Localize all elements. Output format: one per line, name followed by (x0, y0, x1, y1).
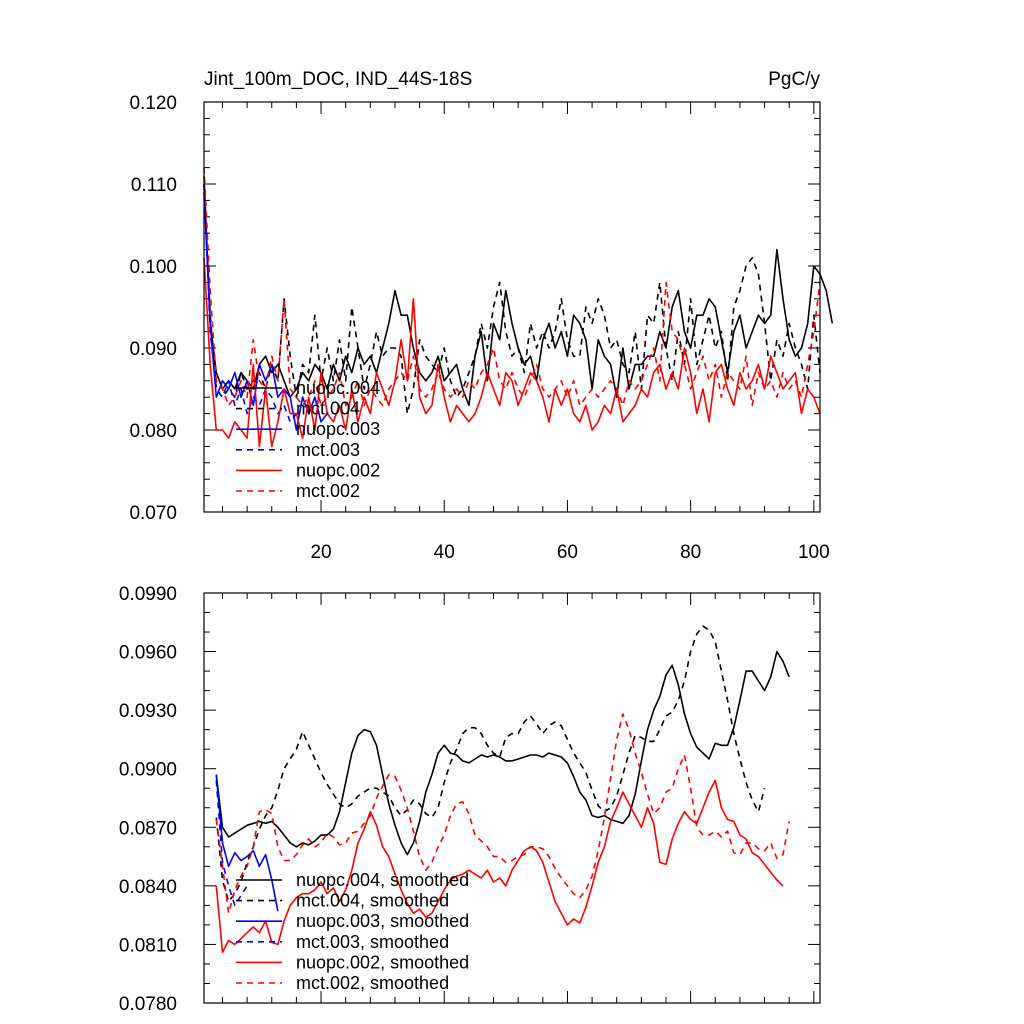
series-line (203, 175, 834, 407)
legend-label: mct.003, smoothed (296, 932, 449, 952)
bottom-y-tick-labels: 0.0780 0.0810 0.0840 0.0870 0.0900 0.0930 0.09… (119, 584, 177, 1015)
legend-label: mct.002 (296, 481, 360, 501)
y-tick-label: 0.0960 (119, 643, 177, 664)
legend-label: nuopc.002 (296, 460, 380, 480)
series-line (215, 625, 766, 903)
top-x-tick-labels: 20 40 60 80 100 (310, 542, 829, 563)
y-tick-label: 0.0990 (119, 584, 177, 605)
units-label: PgC/y (768, 69, 820, 90)
legend-label: nuopc.002, smoothed (296, 952, 469, 972)
series-line (215, 779, 784, 954)
series-line (203, 183, 821, 415)
y-tick-label: 0.0870 (119, 818, 177, 839)
y-tick-label: 0.0900 (119, 760, 177, 781)
legend-label: mct.003 (296, 440, 360, 460)
y-tick-label: 0.120 (129, 93, 177, 114)
y-tick-label: 0.080 (129, 421, 177, 442)
legend-label: nuopc.003 (296, 419, 380, 439)
y-tick-label: 0.090 (129, 339, 177, 360)
x-tick-label: 60 (557, 542, 578, 563)
bottom-gridticks (204, 592, 820, 1004)
y-tick-label: 0.0840 (119, 877, 177, 898)
chart-title: Jint_100m_DOC, IND_44S-18S (204, 69, 472, 90)
x-tick-label: 20 (310, 542, 331, 563)
legend-label: nuopc.004 (296, 378, 380, 398)
top-series-lines (203, 167, 834, 448)
y-tick-label: 0.0780 (119, 994, 177, 1015)
series-line (215, 650, 790, 856)
y-tick-label: 0.0930 (119, 701, 177, 722)
legend-label: nuopc.004, smoothed (296, 870, 469, 890)
series-line (215, 713, 790, 915)
top-panel: Jint_100m_DOC, IND_44S-18S PgC/y 0.0700.… (129, 69, 834, 563)
y-tick-label: 0.100 (129, 257, 177, 278)
x-tick-label: 80 (680, 542, 701, 563)
legend-label: mct.004 (296, 399, 360, 419)
series-line (203, 167, 821, 407)
bottom-panel: 0.0780 0.0810 0.0840 0.0870 0.0900 0.0930 0.09… (119, 584, 821, 1015)
bottom-plot-frame (203, 592, 821, 1004)
series-line (215, 774, 279, 912)
y-tick-label: 0.110 (131, 175, 177, 196)
top-y-tick-labels: 0.070 0.080 0.090 0.100 0.110 0.120 (129, 93, 177, 524)
x-tick-label: 40 (434, 542, 455, 563)
series-line (215, 780, 248, 907)
bottom-series-lines (215, 625, 790, 954)
x-tick-label: 100 (798, 542, 830, 563)
series-line (203, 257, 821, 448)
legend-label: mct.004, smoothed (296, 891, 449, 911)
top-legend: nuopc.004mct.004nuopc.003mct.003nuopc.00… (236, 378, 380, 501)
y-tick-label: 0.070 (129, 503, 177, 524)
legend-label: nuopc.003, smoothed (296, 911, 469, 931)
y-tick-label: 0.0810 (119, 935, 177, 956)
legend-label: mct.002, smoothed (296, 973, 449, 993)
top-plot-frame (203, 101, 821, 513)
